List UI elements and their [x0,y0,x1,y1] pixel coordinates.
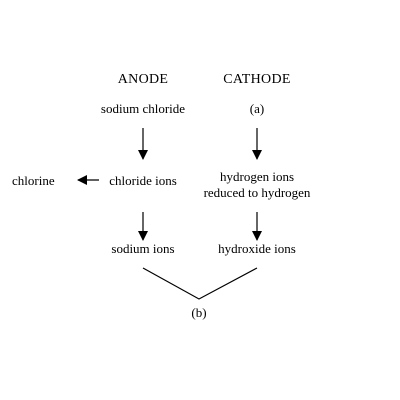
chlorine-label: chlorine [12,173,55,188]
cathode-top-label: (a) [249,101,265,116]
cathode-bottom-label: hydroxide ions [218,241,296,256]
cathode-middle-label-line2: reduced to hydrogen [203,185,311,200]
anode-bottom-label: sodium ions [111,241,175,256]
anode-middle-label: chloride ions [109,173,177,188]
cathode-header: CATHODE [223,72,291,87]
join-label: (b) [191,305,207,320]
join-lines [142,267,258,300]
anode-header: ANODE [117,72,169,87]
anode-top-label: sodium chloride [100,101,186,116]
cathode-middle-label-line1: hydrogen ions [219,169,295,184]
